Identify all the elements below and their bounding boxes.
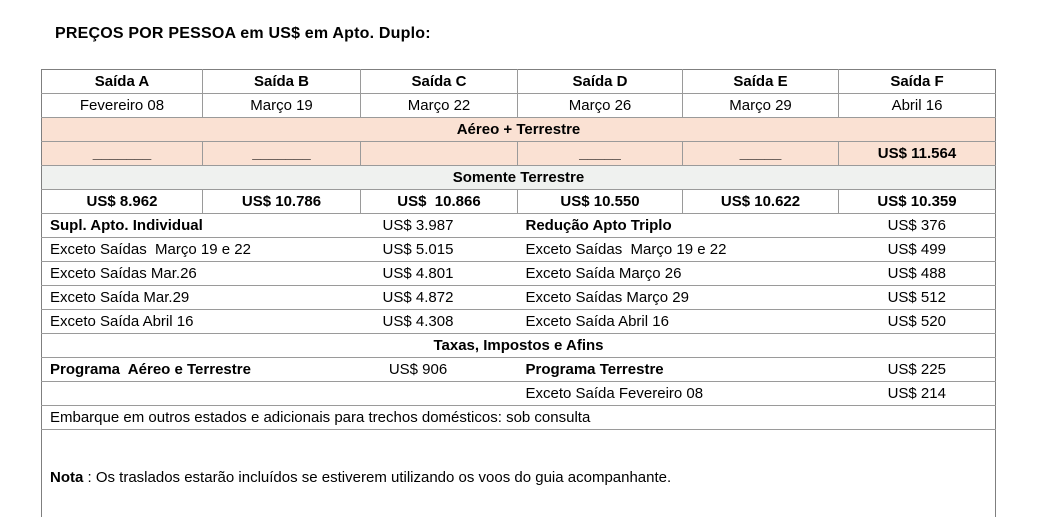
date-cell: Abril 16 [838, 93, 996, 118]
taxes-right-value: US$ 214 [838, 381, 996, 406]
column-header-saida-e: Saída E [682, 69, 839, 94]
nota-label: Nota [50, 469, 84, 486]
detail-right-label: Exceto Saída Março 26 [517, 261, 839, 286]
taxes-right-label: Programa Terrestre [517, 357, 839, 382]
detail-row-supl-individual: Supl. Apto. Individual US$ 3.987 Redução… [41, 213, 996, 238]
taxes-left-label [41, 381, 361, 406]
pricing-table: Saída A Saída B Saída C Saída D Saída E … [41, 69, 996, 517]
column-header-saida-a: Saída A [41, 69, 203, 94]
boarding-note: Embarque em outros estados e adicionais … [41, 405, 996, 430]
price-cell-a: US$ 8.962 [41, 189, 203, 214]
air-land-dash-d: _____ [517, 141, 683, 166]
land-only-band-row: Somente Terrestre [41, 165, 996, 190]
band-somente-terrestre: Somente Terrestre [41, 165, 996, 190]
price-cell-f: US$ 10.359 [838, 189, 996, 214]
air-land-band-row: Aéreo + Terrestre [41, 117, 996, 142]
detail-left-value: US$ 4.801 [360, 261, 518, 286]
nota-line-1: Nota : Os traslados estarão incluídos se… [50, 469, 987, 487]
detail-right-value: US$ 499 [838, 237, 996, 262]
boarding-note-row: Embarque em outros estados e adicionais … [41, 405, 996, 430]
detail-row-exceto-abril-16: Exceto Saída Abril 16 US$ 4.308 Exceto S… [41, 309, 996, 334]
detail-right-value: US$ 488 [838, 261, 996, 286]
detail-left-value: US$ 3.987 [360, 213, 518, 238]
price-cell-c: US$ 10.866 [360, 189, 518, 214]
air-land-dash-e: _____ [682, 141, 839, 166]
page-title: PREÇOS POR PESSOA em US$ em Apto. Duplo: [55, 25, 431, 42]
taxes-right-value: US$ 225 [838, 357, 996, 382]
column-header-saida-c: Saída C [360, 69, 518, 94]
detail-left-value: US$ 4.872 [360, 285, 518, 310]
nota-row: Nota : Os traslados estarão incluídos se… [41, 429, 996, 517]
air-land-price-f: US$ 11.564 [838, 141, 996, 166]
detail-right-label: Exceto Saídas Março 19 e 22 [517, 237, 839, 262]
detail-right-value: US$ 376 [838, 213, 996, 238]
detail-row-exceto-mar-26: Exceto Saídas Mar.26 US$ 4.801 Exceto Sa… [41, 261, 996, 286]
detail-right-value: US$ 512 [838, 285, 996, 310]
taxes-row-exceto-fevereiro-08: Exceto Saída Fevereiro 08 US$ 214 [41, 381, 996, 406]
column-header-saida-d: Saída D [517, 69, 683, 94]
detail-right-label: Exceto Saída Abril 16 [517, 309, 839, 334]
nota-cell: Nota : Os traslados estarão incluídos se… [41, 429, 996, 517]
detail-left-label: Exceto Saída Mar.29 [41, 285, 361, 310]
detail-right-label: Redução Apto Triplo [517, 213, 839, 238]
nota-text-1: : Os traslados estarão incluídos se esti… [83, 469, 672, 486]
detail-left-label: Supl. Apto. Individual [41, 213, 361, 238]
date-cell: Março 19 [202, 93, 361, 118]
date-cell: Fevereiro 08 [41, 93, 203, 118]
detail-row-exceto-marco-19-22: Exceto Saídas Março 19 e 22 US$ 5.015 Ex… [41, 237, 996, 262]
band-taxas-impostos: Taxas, Impostos e Afins [41, 333, 996, 358]
dates-row: Fevereiro 08 Março 19 Março 22 Março 26 … [41, 93, 996, 118]
detail-left-value: US$ 5.015 [360, 237, 518, 262]
column-header-saida-f: Saída F [838, 69, 996, 94]
air-land-empty-c [360, 141, 518, 166]
price-cell-b: US$ 10.786 [202, 189, 361, 214]
band-aereo-terrestre: Aéreo + Terrestre [41, 117, 996, 142]
taxes-left-value [360, 381, 518, 406]
air-land-dash-a: _______ [41, 141, 203, 166]
air-land-dash-b: _______ [202, 141, 361, 166]
date-cell: Março 29 [682, 93, 839, 118]
detail-right-label: Exceto Saídas Março 29 [517, 285, 839, 310]
detail-left-label: Exceto Saída Abril 16 [41, 309, 361, 334]
taxes-left-value: US$ 906 [360, 357, 518, 382]
air-land-price-row: _______ _______ _____ _____ US$ 11.564 [41, 141, 996, 166]
detail-left-value: US$ 4.308 [360, 309, 518, 334]
detail-right-value: US$ 520 [838, 309, 996, 334]
taxes-left-label: Programa Aéreo e Terrestre [41, 357, 361, 382]
price-cell-d: US$ 10.550 [517, 189, 683, 214]
detail-row-exceto-mar-29: Exceto Saída Mar.29 US$ 4.872 Exceto Saí… [41, 285, 996, 310]
column-header-saida-b: Saída B [202, 69, 361, 94]
taxes-row-programa: Programa Aéreo e Terrestre US$ 906 Progr… [41, 357, 996, 382]
detail-left-label: Exceto Saídas Mar.26 [41, 261, 361, 286]
table-header-row: Saída A Saída B Saída C Saída D Saída E … [41, 69, 996, 94]
date-cell: Março 26 [517, 93, 683, 118]
date-cell: Março 22 [360, 93, 518, 118]
price-cell-e: US$ 10.622 [682, 189, 839, 214]
detail-left-label: Exceto Saídas Março 19 e 22 [41, 237, 361, 262]
land-only-price-row: US$ 8.962 US$ 10.786 US$ 10.866 US$ 10.5… [41, 189, 996, 214]
taxes-band-row: Taxas, Impostos e Afins [41, 333, 996, 358]
taxes-right-label: Exceto Saída Fevereiro 08 [517, 381, 839, 406]
